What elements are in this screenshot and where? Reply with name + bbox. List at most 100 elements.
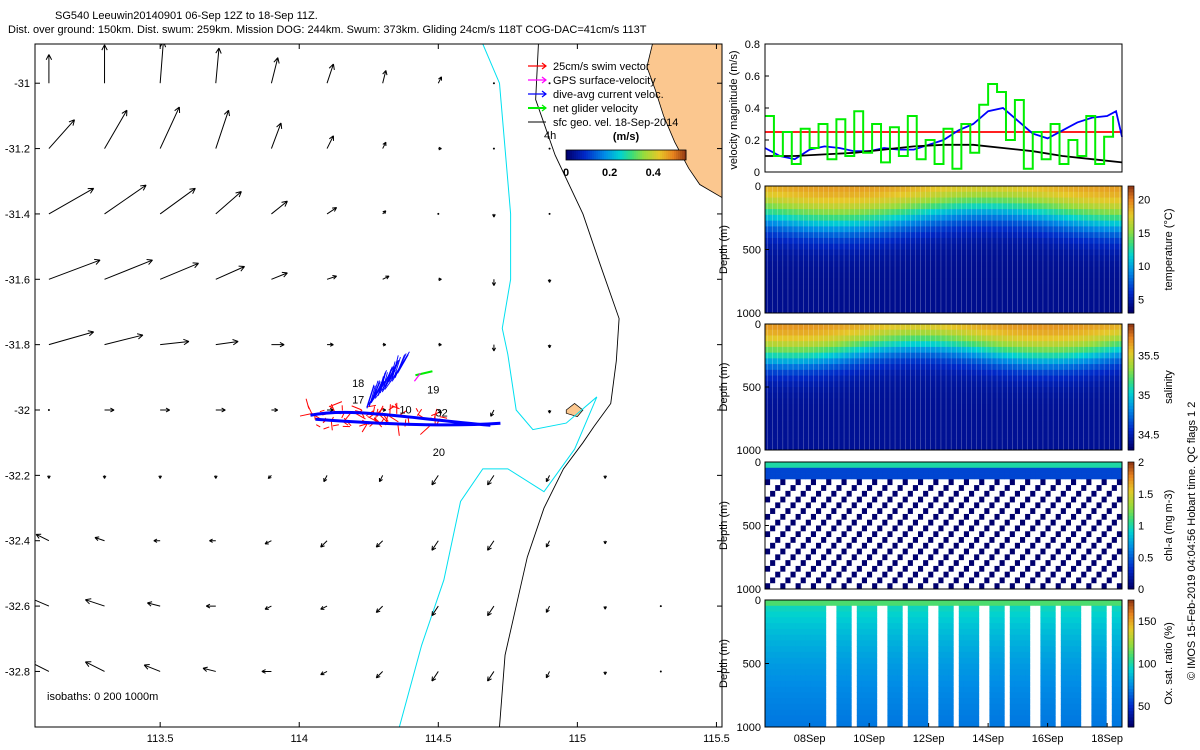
cell [846, 519, 853, 526]
cell [795, 485, 802, 492]
cell [892, 560, 898, 567]
cell [795, 519, 802, 526]
cell [846, 542, 853, 549]
cell [1009, 548, 1016, 555]
cell [938, 513, 944, 521]
cell [1040, 462, 1046, 469]
cell [974, 583, 980, 590]
cell [775, 542, 781, 549]
cell [851, 583, 858, 590]
cell [861, 462, 868, 469]
cell [826, 560, 832, 567]
cell [984, 513, 990, 521]
cell [770, 462, 776, 469]
cell [816, 496, 822, 503]
cell [1091, 289, 1097, 297]
cell [979, 508, 985, 515]
cell [805, 542, 812, 549]
map-colorbar-cell-18 [602, 150, 605, 160]
cell [1035, 197, 1041, 204]
cell [979, 479, 985, 486]
map-colorbar-tick-0: 0 [563, 167, 569, 179]
cell [1009, 565, 1016, 573]
cell [810, 513, 817, 521]
cell [1040, 479, 1046, 486]
depth-colorbar-cell [1128, 211, 1134, 216]
cell [765, 485, 771, 492]
cell [928, 490, 934, 498]
cell [1004, 502, 1011, 509]
cell [1020, 525, 1026, 532]
cell [1086, 272, 1092, 279]
depth-colorbar-cell [1128, 259, 1134, 263]
cell [892, 537, 898, 544]
cell [867, 554, 873, 561]
cell [1086, 307, 1092, 314]
cell [907, 502, 914, 509]
cell [1050, 565, 1057, 573]
cell [918, 565, 924, 573]
cell [1111, 249, 1118, 256]
cell [1086, 232, 1092, 239]
cell [1040, 554, 1046, 561]
cell [948, 502, 955, 509]
cell [1060, 237, 1067, 245]
cell [1116, 261, 1123, 268]
geo-vector-103 [545, 671, 551, 679]
cell [1060, 519, 1067, 526]
cell [912, 479, 919, 486]
cell [933, 577, 939, 584]
cell [1040, 209, 1046, 216]
cell [907, 548, 914, 555]
depth-colorbar-cell [1128, 355, 1134, 360]
cell [958, 577, 965, 584]
cell [1009, 554, 1016, 561]
cell [1065, 186, 1072, 193]
cell [902, 542, 909, 549]
cell [1060, 352, 1067, 359]
cell [1116, 392, 1123, 399]
cell [1030, 554, 1036, 561]
map-colorbar-cell-51 [668, 150, 671, 160]
cell [795, 537, 802, 544]
cell [851, 479, 858, 486]
geo-vector-11 [215, 109, 230, 149]
cell [790, 519, 796, 526]
cell [1086, 324, 1092, 331]
cell [1025, 577, 1031, 584]
cell [1091, 266, 1097, 273]
cell [831, 548, 837, 555]
map-ytick-label-6: -32.2 [5, 470, 30, 482]
cell [1030, 537, 1036, 544]
cell [1040, 226, 1046, 233]
geo-vector-42 [160, 407, 170, 413]
geo-vector-10 [159, 106, 181, 149]
depth-colorbar-cell [1128, 412, 1134, 416]
cell [953, 554, 960, 561]
cell [1060, 203, 1067, 210]
cell [856, 531, 863, 538]
cell [902, 583, 909, 590]
cell [958, 519, 965, 526]
cell [989, 583, 995, 590]
cell [1060, 278, 1067, 285]
geo-vector-60 [264, 540, 272, 545]
map-label-2: 17 [352, 394, 364, 406]
cell [775, 473, 781, 480]
cell [923, 519, 929, 526]
cell [877, 537, 883, 544]
cell [1020, 467, 1026, 474]
cell [882, 560, 888, 567]
cell [1060, 502, 1067, 509]
cell [1116, 444, 1123, 451]
cell [1040, 473, 1046, 480]
cell [1065, 278, 1072, 285]
cell [1086, 369, 1092, 376]
cell [979, 577, 985, 584]
cell [877, 496, 883, 503]
cell [790, 571, 796, 578]
cell [994, 560, 1000, 567]
cell [958, 479, 965, 486]
geo-vector-30 [382, 275, 390, 280]
